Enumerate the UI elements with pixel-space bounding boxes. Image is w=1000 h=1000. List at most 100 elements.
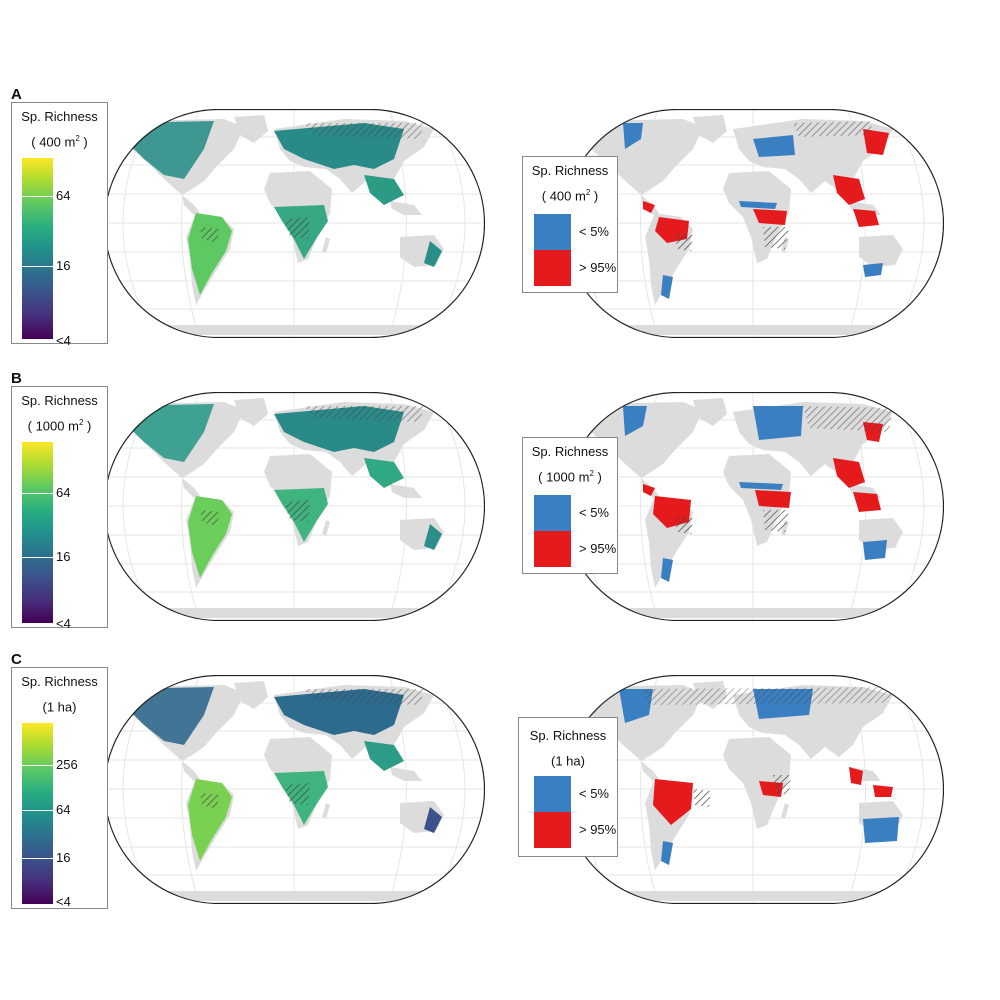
panel-label-a: A (11, 86, 22, 103)
tick-line (22, 765, 53, 766)
tick-label: <4 (56, 894, 71, 909)
richness-map-c (104, 675, 485, 904)
legend-unit: (1 ha) (42, 699, 77, 715)
low-australia (863, 817, 899, 843)
low-south-america (661, 558, 673, 582)
richness-se-asia (364, 175, 404, 205)
low-swatch (534, 776, 571, 812)
legend-unit: (1 ha) (551, 753, 585, 769)
high-se-asia (849, 767, 863, 785)
richness-legend-c: Sp. Richness (1 ha) 256 64 16 <4 (11, 667, 108, 909)
hatch-africa (763, 510, 789, 532)
richness-australia-east (424, 807, 442, 833)
colorbar (22, 723, 53, 904)
legend-unit: ( 1000 m2 ) (27, 418, 92, 434)
extremes-legend-a: Sp. Richness ( 400 m2 ) < 5% > 95% (522, 156, 618, 293)
low-north-america (623, 406, 647, 436)
low-sahel (739, 201, 777, 209)
tick-line (22, 858, 53, 859)
legend-title: Sp. Richness (531, 163, 609, 178)
low-label: < 5% (579, 786, 609, 801)
tick-label: 16 (56, 850, 71, 865)
tick-label: 64 (56, 802, 71, 817)
low-europe (753, 135, 795, 157)
tick-label: 16 (56, 258, 71, 273)
legend-title: Sp. Richness (21, 109, 98, 124)
legend-unit: ( 400 m2 ) (31, 134, 88, 150)
hatch-africa (284, 783, 310, 805)
tick-label: 256 (56, 757, 78, 772)
tick-label: 64 (56, 188, 71, 203)
high-swatch (534, 531, 571, 567)
hatch-north (304, 406, 424, 422)
richness-south-america (188, 213, 232, 295)
low-north-america (623, 123, 643, 149)
richness-legend-a: Sp. Richness ( 400 m2 ) 64 16 <4 (11, 102, 108, 348)
low-europe (753, 406, 803, 440)
extremes-map-c (563, 675, 944, 904)
hatch-north (304, 689, 424, 705)
richness-map-a (104, 109, 485, 338)
extremes-map-b (563, 392, 944, 621)
low-label: < 5% (579, 224, 609, 239)
hatch-amazon (200, 227, 220, 243)
hatch-north (304, 123, 424, 139)
high-label: > 95% (579, 822, 617, 837)
extremes-legend-b: Sp. Richness ( 1000 m2 ) < 5% > 95% (522, 437, 618, 574)
colorbar (22, 442, 53, 623)
panel-label-b: B (11, 370, 22, 387)
low-swatch (534, 495, 571, 531)
richness-south-america (188, 496, 232, 578)
high-borneo (853, 209, 879, 227)
high-label: > 95% (579, 260, 617, 275)
extremes-map-a (563, 109, 944, 338)
high-amazon (653, 779, 693, 825)
hatch-amazon (200, 510, 220, 526)
richness-australia-east (424, 241, 442, 267)
legend-unit: ( 1000 m2 ) (538, 469, 602, 485)
high-label: > 95% (579, 541, 617, 556)
legend-title: Sp. Richness (529, 728, 607, 743)
hatch-africa (763, 227, 789, 249)
high-swatch (534, 250, 571, 286)
high-central-america (643, 201, 655, 213)
hatch-africa (284, 217, 310, 239)
high-africa (755, 490, 791, 508)
hatch-north (793, 121, 873, 137)
high-central-america (643, 484, 655, 496)
low-sahel (739, 482, 783, 490)
hatch-africa (284, 500, 310, 522)
extremes-legend-c: Sp. Richness (1 ha) < 5% > 95% (518, 717, 618, 857)
legend-unit: ( 400 m2 ) (541, 188, 599, 204)
tick-label: 16 (56, 549, 71, 564)
tick-line (22, 493, 53, 494)
low-south-america (661, 275, 673, 299)
hatch-amazon (200, 793, 220, 809)
low-australia (863, 540, 887, 560)
hatch-north (643, 687, 893, 705)
legend-title: Sp. Richness (531, 444, 609, 459)
richness-south-america (188, 779, 232, 861)
low-label: < 5% (579, 505, 609, 520)
hatch-north (803, 406, 893, 432)
tick-label: <4 (56, 616, 71, 631)
richness-se-asia (364, 458, 404, 488)
tick-line (22, 196, 53, 197)
high-africa (753, 209, 787, 225)
legend-title: Sp. Richness (21, 393, 98, 408)
high-se-asia (833, 458, 865, 488)
richness-legend-b: Sp. Richness ( 1000 m2 ) 64 16 <4 (11, 386, 108, 631)
tick-label: <4 (56, 333, 71, 348)
high-borneo (873, 785, 893, 797)
colorbar (22, 158, 53, 339)
hatch-amazon (675, 516, 693, 534)
tick-line (22, 557, 53, 558)
high-swatch (534, 812, 571, 848)
hatch-africa (773, 775, 791, 795)
richness-se-asia (364, 741, 404, 771)
legend-title: Sp. Richness (21, 674, 98, 689)
tick-label: 64 (56, 485, 71, 500)
high-east-asia (863, 129, 889, 155)
low-north-america (619, 689, 653, 723)
hatch-amazon (693, 789, 711, 807)
